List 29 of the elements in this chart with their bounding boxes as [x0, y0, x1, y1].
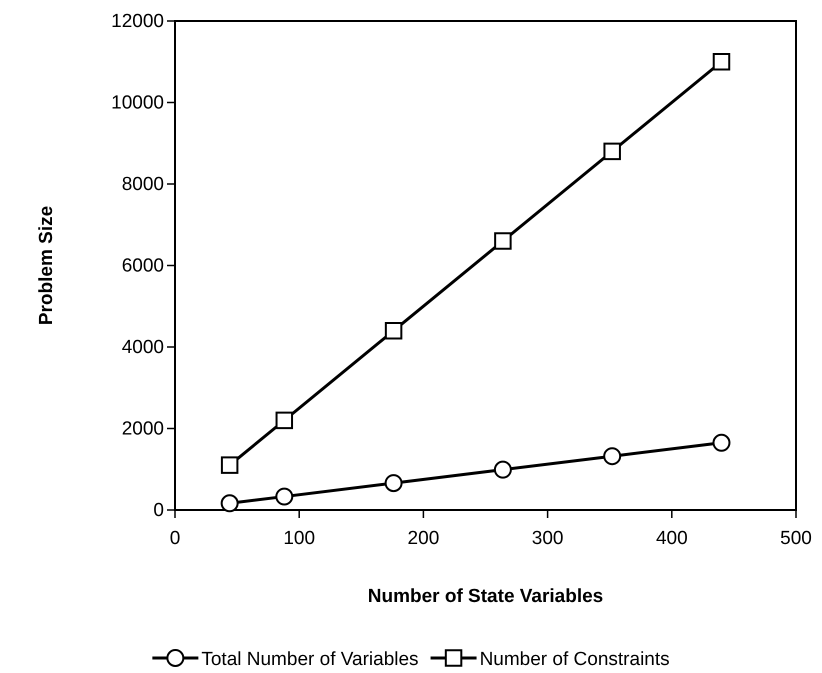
point — [220, 494, 239, 512]
point — [276, 412, 294, 430]
point — [275, 488, 294, 506]
point — [712, 53, 730, 70]
x-axis-title: Number of State Variables — [368, 586, 604, 607]
y-tick-label: 8000 — [122, 174, 164, 196]
point — [603, 142, 621, 160]
y-tick-label: 10000 — [111, 92, 164, 114]
y-tick-label: 2000 — [122, 418, 164, 440]
x-tick-label: 0 — [170, 528, 180, 549]
y-tick-label: 6000 — [122, 256, 164, 277]
point — [384, 474, 403, 492]
point — [384, 322, 402, 340]
point — [494, 232, 512, 250]
x-tick-label: 500 — [780, 528, 812, 549]
legend-label: Number of Constraints — [480, 649, 670, 670]
x-tick-label: 300 — [532, 528, 564, 549]
y-tick-label: 0 — [153, 500, 164, 522]
legend-label: Total Number of Variables — [201, 649, 419, 670]
x-tick-label: 400 — [656, 528, 688, 549]
point — [603, 447, 622, 466]
point — [494, 460, 512, 479]
point — [712, 434, 730, 452]
point — [220, 456, 238, 474]
x-tick-label: 200 — [408, 528, 440, 549]
y-axis-title: Problem Size — [36, 206, 57, 326]
x-tick-label: 100 — [283, 528, 316, 549]
y-tick-label: 4000 — [122, 337, 164, 358]
y-tick-label: 12000 — [111, 11, 164, 32]
